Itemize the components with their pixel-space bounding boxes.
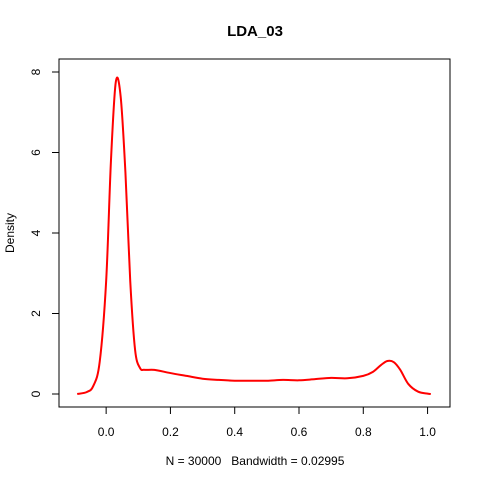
y-axis-label: Density: [3, 213, 17, 253]
x-axis: 0.0 0.2 0.4 0.6 0.8 1.0: [98, 407, 436, 439]
series-layer: [77, 76, 431, 395]
chart-title: LDA_03: [227, 23, 283, 40]
y-tick-label: 8: [29, 68, 43, 75]
x-tick-label: 0.2: [162, 425, 179, 439]
y-tick-label: 6: [29, 149, 43, 156]
y-tick-label: 4: [29, 229, 43, 236]
x-axis-label: N = 30000 Bandwidth = 0.02995: [166, 454, 345, 468]
x-tick-label: 1.0: [419, 425, 436, 439]
plot-frame: [58, 58, 451, 408]
x-tick-label: 0.4: [226, 425, 243, 439]
x-tick-label: 0.6: [291, 425, 308, 439]
x-tick-label: 0.8: [355, 425, 372, 439]
x-tick-label: 0.0: [98, 425, 115, 439]
y-tick-label: 2: [29, 310, 43, 317]
y-tick-label: 0: [29, 390, 43, 397]
density-line: [77, 76, 431, 395]
y-axis: 0 2 4 6 8: [29, 68, 59, 397]
